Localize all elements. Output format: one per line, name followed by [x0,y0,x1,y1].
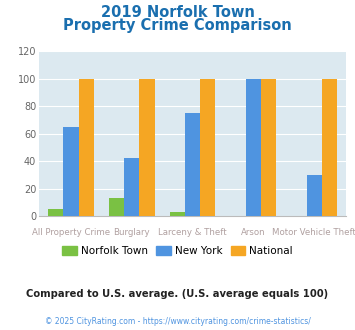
Bar [78,79,94,216]
Bar [109,198,124,216]
Text: Property Crime Comparison: Property Crime Comparison [63,18,292,33]
Bar [140,79,154,216]
Bar [322,79,337,216]
Bar [261,79,276,216]
Bar [124,158,140,216]
Bar [64,127,78,216]
Text: Compared to U.S. average. (U.S. average equals 100): Compared to U.S. average. (U.S. average … [26,289,329,299]
Text: Larceny & Theft: Larceny & Theft [158,228,227,237]
Text: Motor Vehicle Theft: Motor Vehicle Theft [272,228,355,237]
Text: Arson: Arson [241,228,266,237]
Bar [48,209,64,216]
Bar [307,175,322,216]
Bar [170,212,185,216]
Text: 2019 Norfolk Town: 2019 Norfolk Town [100,5,255,20]
Bar [185,113,200,216]
Legend: Norfolk Town, New York, National: Norfolk Town, New York, National [58,242,297,260]
Bar [246,79,261,216]
Text: © 2025 CityRating.com - https://www.cityrating.com/crime-statistics/: © 2025 CityRating.com - https://www.city… [45,317,310,326]
Text: All Property Crime: All Property Crime [32,228,110,237]
Bar [200,79,215,216]
Text: Burglary: Burglary [114,228,150,237]
